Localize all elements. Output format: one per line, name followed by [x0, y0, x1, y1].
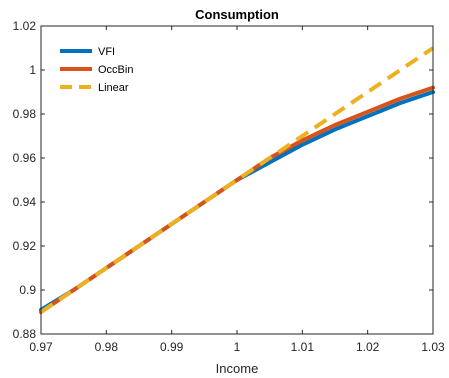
legend-label-vfi: VFI	[98, 46, 115, 58]
y-tick-label: 0.94	[13, 195, 37, 209]
legend-label-occbin: OccBin	[98, 64, 133, 76]
x-tick-label: 1.01	[291, 340, 315, 354]
y-tick-label: 0.92	[13, 239, 37, 253]
y-tick-label: 0.88	[13, 327, 37, 341]
x-tick-label: 1.03	[421, 340, 445, 354]
series-line-linear	[39, 46, 435, 314]
y-tick-label: 0.96	[13, 151, 37, 165]
chart-title: Consumption	[195, 7, 279, 22]
legend: VFI OccBin Linear	[50, 37, 140, 97]
x-tick-label: 0.99	[160, 340, 184, 354]
x-tick-label: 1.02	[356, 340, 380, 354]
x-tick-label: 0.98	[95, 340, 119, 354]
y-tick-label: 1.02	[13, 19, 37, 33]
series-layer	[39, 46, 435, 314]
legend-label-linear: Linear	[98, 82, 129, 94]
x-tick-label: 1	[234, 340, 241, 354]
y-tick-label: 0.9	[19, 283, 36, 297]
ticks-layer: 0.97 0.98 0.99 1 1.01 1.02 1.03 0.88 0.9 0.92 0.94…	[13, 19, 445, 354]
y-tick-label: 0.98	[13, 107, 37, 121]
x-tick-label: 0.97	[29, 340, 53, 354]
y-tick-label: 1	[29, 63, 36, 77]
x-axis-label: Income	[216, 361, 259, 376]
